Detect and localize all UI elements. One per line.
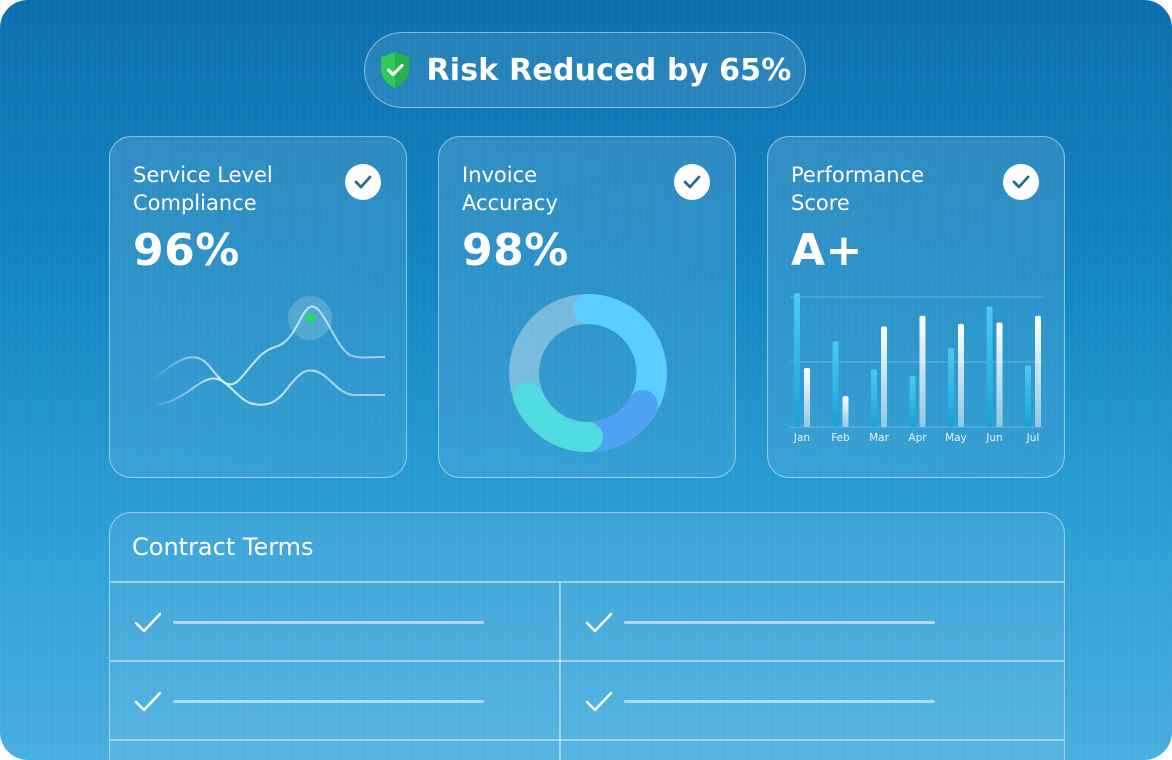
card-title-line: Service Level xyxy=(133,163,273,187)
performance-bar-chart: Jan Feb Mar Apr May Jun Jul xyxy=(790,293,1043,444)
bar-apr-series-1 xyxy=(909,376,916,427)
bar-feb-series-1 xyxy=(832,341,839,427)
highlight-dot xyxy=(305,313,315,323)
checkmark-icon xyxy=(345,164,381,200)
table-divider xyxy=(110,660,1064,662)
shield-check-icon xyxy=(381,52,410,88)
risk-badge-text: Risk Reduced by 65% xyxy=(426,52,792,88)
card-value: 98% xyxy=(462,225,569,276)
risk-badge: Risk Reduced by 65% xyxy=(364,32,806,108)
bar-jul-series-2 xyxy=(1035,315,1041,427)
checkmark-icon xyxy=(585,691,613,712)
tick-label-feb: Feb xyxy=(831,432,850,444)
card-title: Service Level Compliance xyxy=(133,161,333,217)
series-line xyxy=(149,369,385,406)
compliance-line-chart xyxy=(149,296,386,417)
bar-jun-series-1 xyxy=(986,306,993,427)
tick-label-may: May xyxy=(945,432,967,444)
tick-label-jan: Jan xyxy=(793,432,810,444)
donut-segment xyxy=(513,382,603,453)
invoice-accuracy-card[interactable]: Invoice Accuracy 98% xyxy=(438,136,736,478)
checkmark-icon xyxy=(134,612,162,633)
card-title-line: Compliance xyxy=(133,191,257,215)
checkmark-icon xyxy=(674,164,710,200)
table-divider xyxy=(110,739,1064,741)
table-column-divider xyxy=(559,582,561,760)
contract-terms-title: Contract Terms xyxy=(132,533,314,561)
placeholder-line xyxy=(173,621,484,624)
bar-jul-series-1 xyxy=(1025,365,1031,427)
card-title-line: Invoice xyxy=(462,163,538,187)
bar-mar-series-1 xyxy=(871,369,877,427)
placeholder-line xyxy=(624,621,935,624)
table-cell[interactable] xyxy=(110,661,559,739)
service-level-card[interactable]: Service Level Compliance 96% xyxy=(109,136,407,478)
tick-label-jun: Jun xyxy=(985,432,1002,444)
accuracy-donut xyxy=(509,294,667,453)
table-divider xyxy=(110,581,1064,583)
series-line xyxy=(149,305,386,386)
card-title-line: Performance xyxy=(791,163,925,187)
contract-terms-table: Contract Terms xyxy=(109,512,1065,760)
tick-label-jul: Jul xyxy=(1026,432,1040,444)
card-value: A+ xyxy=(791,225,863,276)
checkmark-icon xyxy=(1003,164,1039,200)
table-cell[interactable] xyxy=(110,582,559,660)
card-value: 96% xyxy=(133,225,240,276)
table-cell[interactable] xyxy=(561,582,1010,660)
tick-label-apr: Apr xyxy=(908,432,927,444)
placeholder-line xyxy=(624,700,935,703)
placeholder-line xyxy=(173,700,484,703)
bar-jun-series-2 xyxy=(996,322,1003,427)
card-title: Invoice Accuracy xyxy=(462,161,662,217)
donut-segment xyxy=(573,294,667,420)
bar-may-series-2 xyxy=(958,323,964,427)
checkmark-icon xyxy=(585,612,613,633)
performance-score-card[interactable]: Performance Score A+ Jan Feb Mar Apr May Jun J… xyxy=(767,136,1065,478)
bar-jan-series-1 xyxy=(794,293,800,427)
bar-may-series-1 xyxy=(948,347,954,427)
tick-label-mar: Mar xyxy=(869,432,889,444)
bar-apr-series-2 xyxy=(919,315,926,427)
bar-feb-series-2 xyxy=(842,396,849,427)
table-cell[interactable] xyxy=(561,661,1010,739)
card-title-line: Accuracy xyxy=(462,191,558,215)
checkmark-icon xyxy=(134,691,162,712)
bar-mar-series-2 xyxy=(881,326,887,427)
bar-jan-series-2 xyxy=(804,368,810,427)
card-title: Performance Score xyxy=(791,161,991,217)
card-title-line: Score xyxy=(791,191,850,215)
